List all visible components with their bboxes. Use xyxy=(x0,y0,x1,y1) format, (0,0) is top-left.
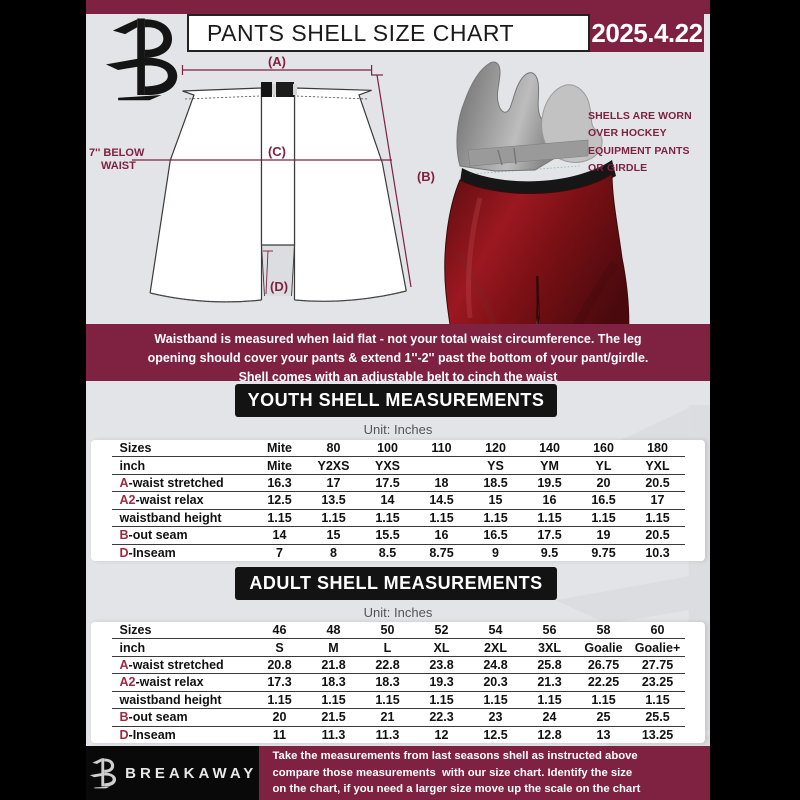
svg-text:WAIST: WAIST xyxy=(101,160,136,172)
svg-text:(B): (B) xyxy=(417,169,435,184)
svg-text:7'' BELOW: 7'' BELOW xyxy=(89,147,145,159)
svg-text:(C): (C) xyxy=(268,144,286,159)
svg-text:(D): (D) xyxy=(270,279,288,294)
svg-text:(A): (A) xyxy=(268,54,286,69)
